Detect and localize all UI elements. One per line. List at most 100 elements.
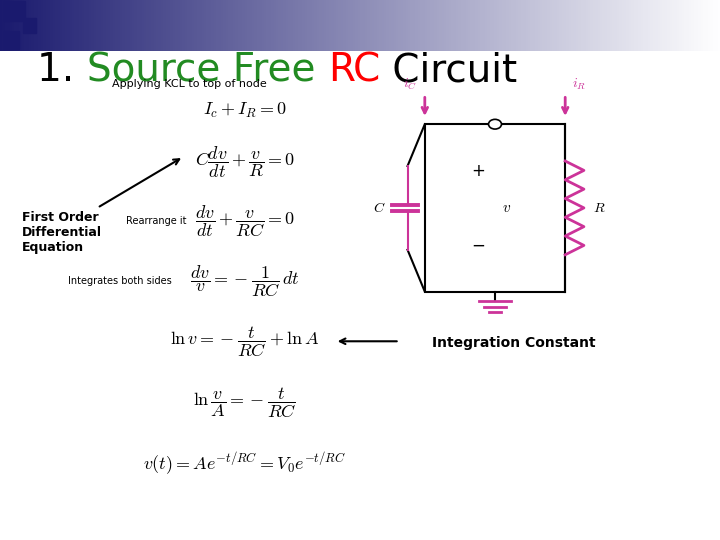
Bar	[130, 0, 132, 51]
Bar	[283, 0, 286, 51]
Bar	[36, 0, 38, 51]
Bar	[45, 0, 48, 51]
Bar	[281, 0, 283, 51]
Bar	[425, 0, 427, 51]
Bar	[684, 0, 686, 51]
Bar	[384, 0, 387, 51]
Bar	[315, 0, 317, 51]
Bar	[504, 0, 506, 51]
Bar	[641, 0, 643, 51]
Text: $C\dfrac{dv}{dt}+\dfrac{v}{R}=0$: $C\dfrac{dv}{dt}+\dfrac{v}{R}=0$	[194, 144, 295, 180]
Bar	[89, 0, 91, 51]
Bar	[326, 0, 329, 51]
Bar	[149, 0, 151, 51]
Bar	[175, 0, 178, 51]
Text: $\ln\dfrac{v}{A}=-\dfrac{t}{RC}$: $\ln\dfrac{v}{A}=-\dfrac{t}{RC}$	[193, 385, 297, 420]
Bar	[197, 0, 199, 51]
Bar	[153, 0, 156, 51]
Bar	[139, 0, 142, 51]
Bar	[706, 0, 708, 51]
Bar	[144, 0, 146, 51]
Bar	[665, 0, 667, 51]
Text: $I_c + I_R = 0$: $I_c + I_R = 0$	[202, 101, 287, 120]
Bar	[225, 0, 228, 51]
Bar	[600, 0, 603, 51]
Bar	[711, 0, 713, 51]
Bar	[209, 0, 211, 51]
Bar	[526, 0, 528, 51]
Bar	[634, 0, 636, 51]
Bar	[317, 0, 319, 51]
Bar	[703, 0, 706, 51]
Bar	[252, 0, 254, 51]
Bar	[691, 0, 693, 51]
Bar	[137, 0, 139, 51]
Bar	[243, 0, 245, 51]
Bar	[48, 0, 50, 51]
Bar	[689, 0, 691, 51]
Bar	[341, 0, 343, 51]
Bar	[353, 0, 355, 51]
Bar	[420, 0, 423, 51]
Bar	[84, 0, 86, 51]
Bar	[605, 0, 607, 51]
Bar	[151, 0, 153, 51]
Bar	[245, 0, 247, 51]
Bar	[423, 0, 425, 51]
Bar	[547, 0, 549, 51]
Bar	[475, 0, 477, 51]
Bar	[17, 0, 19, 51]
Bar	[621, 0, 624, 51]
Bar	[581, 0, 583, 51]
Bar	[259, 0, 261, 51]
Bar	[466, 0, 468, 51]
Text: $\dfrac{dv}{dt}+\dfrac{v}{RC}=0$: $\dfrac{dv}{dt}+\dfrac{v}{RC}=0$	[194, 204, 295, 239]
Bar	[351, 0, 353, 51]
Bar	[715, 0, 718, 51]
Bar	[161, 0, 163, 51]
Bar	[578, 0, 581, 51]
Bar	[670, 0, 672, 51]
Bar	[509, 0, 511, 51]
Bar	[675, 0, 677, 51]
Bar	[657, 0, 660, 51]
Bar	[288, 0, 290, 51]
Text: Circuit: Circuit	[380, 51, 517, 89]
Bar	[72, 0, 74, 51]
Bar	[81, 0, 84, 51]
Bar	[346, 0, 348, 51]
Bar	[233, 0, 235, 51]
Bar	[595, 0, 598, 51]
Bar	[235, 0, 238, 51]
Bar	[374, 0, 377, 51]
Bar	[12, 0, 14, 51]
Text: $\dfrac{dv}{v}=-\dfrac{1}{RC}\,dt$: $\dfrac{dv}{v}=-\dfrac{1}{RC}\,dt$	[190, 263, 300, 299]
Bar	[434, 0, 437, 51]
Bar	[693, 0, 696, 51]
Bar	[607, 0, 610, 51]
Bar	[250, 0, 252, 51]
Bar	[240, 0, 243, 51]
Bar	[451, 0, 454, 51]
Bar	[27, 0, 29, 51]
Bar	[413, 0, 415, 51]
Bar	[588, 0, 590, 51]
Text: $\ln v=-\dfrac{t}{RC}+\ln A$: $\ln v=-\dfrac{t}{RC}+\ln A$	[170, 325, 320, 359]
Bar	[286, 0, 288, 51]
Bar	[310, 0, 312, 51]
Bar	[468, 0, 470, 51]
Bar	[216, 0, 218, 51]
Bar	[502, 0, 504, 51]
Bar	[528, 0, 531, 51]
Bar	[655, 0, 657, 51]
Bar	[612, 0, 614, 51]
Bar	[338, 0, 341, 51]
Bar	[490, 0, 492, 51]
Bar	[430, 0, 432, 51]
Bar	[55, 0, 58, 51]
Bar	[29, 0, 31, 51]
Bar	[254, 0, 257, 51]
Text: RC: RC	[328, 51, 380, 89]
Text: $v(t)=Ae^{-t/RC}=V_0e^{-t/RC}$: $v(t)=Ae^{-t/RC}=V_0e^{-t/RC}$	[143, 451, 346, 478]
Bar	[535, 0, 538, 51]
